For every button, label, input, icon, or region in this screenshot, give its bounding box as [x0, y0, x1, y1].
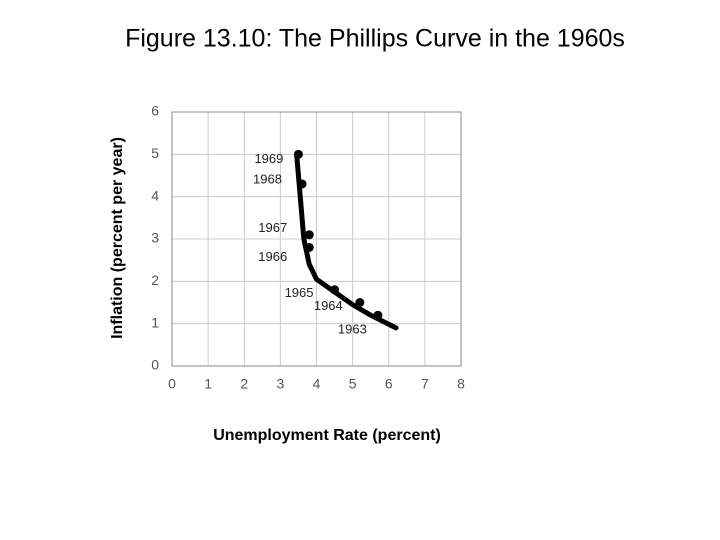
x-axis-label: Unemployment Rate (percent) [213, 427, 441, 444]
x-tick-label: 1 [204, 376, 212, 392]
x-tick-label: 4 [313, 376, 321, 392]
y-tick-label: 4 [151, 187, 159, 203]
x-tick-label: 8 [457, 376, 465, 392]
y-axis-label: Inflation (percent per year) [109, 137, 126, 339]
plot-frame [171, 111, 462, 367]
y-tick-label: 0 [151, 357, 159, 373]
y-tick-label: 6 [151, 103, 159, 119]
x-tick-label: 7 [421, 376, 429, 392]
data-point [297, 179, 307, 189]
point-label: 1966 [258, 249, 287, 264]
data-point [355, 298, 365, 307]
data-point [293, 149, 303, 159]
point-label: 1968 [253, 171, 282, 186]
point-label: 1963 [338, 322, 367, 337]
y-tick-label: 5 [151, 145, 159, 161]
y-tick-label: 1 [151, 314, 159, 330]
data-point [304, 242, 314, 252]
y-tick-label: 2 [151, 272, 159, 288]
point-label: 1967 [258, 220, 287, 235]
x-tick-label: 5 [349, 376, 357, 392]
data-point [304, 230, 314, 240]
chart-title: Figure 13.10: The Phillips Curve in the … [125, 25, 625, 53]
y-tick-label: 3 [151, 230, 159, 246]
x-tick-label: 3 [276, 376, 284, 392]
point-label: 1969 [254, 151, 283, 166]
data-point [330, 285, 340, 295]
data-point [373, 310, 383, 320]
x-tick-label: 6 [385, 376, 393, 392]
phillips-curve [294, 151, 399, 331]
point-label: 1964 [314, 298, 343, 313]
point-label: 1965 [285, 285, 314, 300]
x-tick-label: 2 [240, 376, 248, 392]
x-tick-label: 0 [168, 376, 176, 392]
